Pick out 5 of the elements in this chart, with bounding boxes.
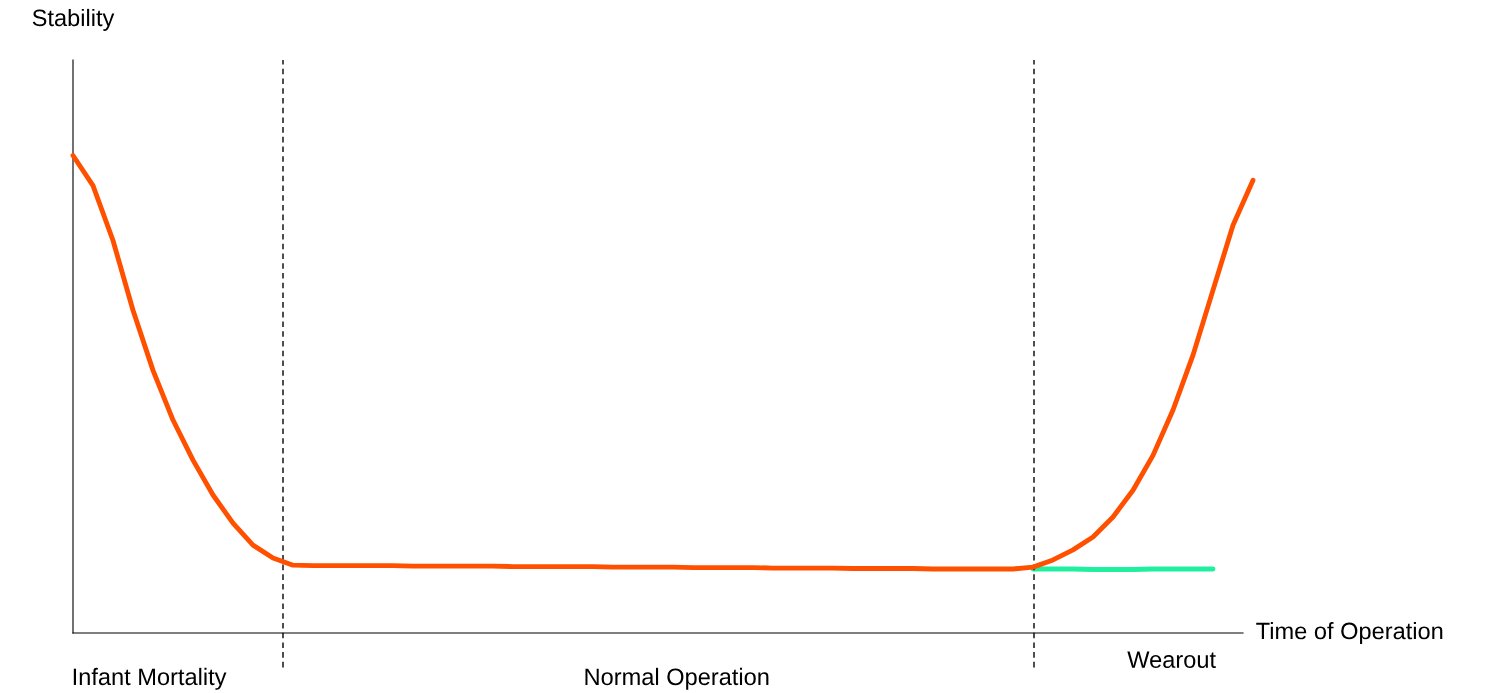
text: Wearout	[1127, 651, 1216, 668]
text: Normal Operation	[585, 667, 769, 690]
text: Infant Mortality	[73, 667, 227, 690]
text: Stability	[32, 8, 115, 31]
x-axis-title: Time of Operation	[1256, 621, 1443, 645]
